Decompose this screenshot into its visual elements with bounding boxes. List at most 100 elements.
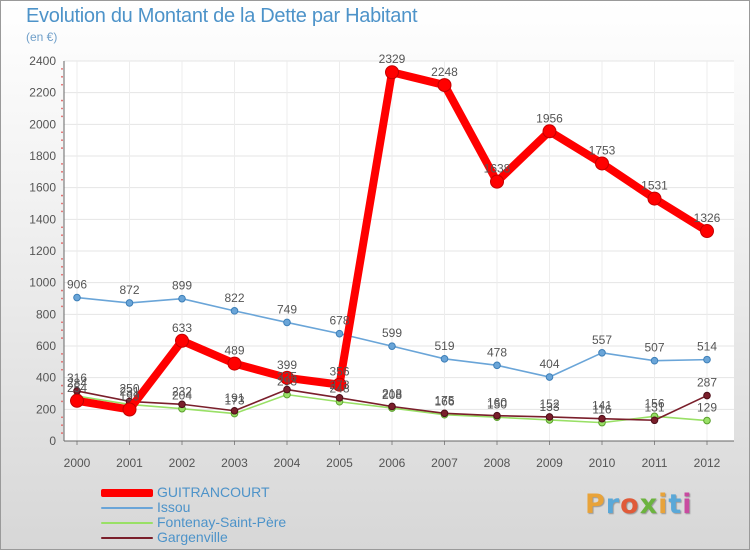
data-point	[650, 416, 659, 425]
data-label: 1638	[484, 162, 511, 176]
data-label: 678	[329, 314, 349, 328]
x-tick-label: 2009	[536, 456, 563, 470]
data-point	[545, 373, 554, 381]
legend-label: Issou	[157, 499, 191, 515]
data-point	[335, 329, 344, 338]
y-tick-label: 1800	[29, 149, 56, 163]
y-minor-tick	[61, 99, 63, 102]
data-label: 173	[224, 394, 244, 408]
data-label: 2329	[379, 52, 406, 66]
y-minor-tick	[61, 75, 63, 78]
y-minor-tick	[61, 107, 63, 110]
data-label: 152	[539, 397, 559, 411]
x-tick-label: 2012	[694, 456, 721, 470]
data-point	[493, 411, 501, 420]
logo-letter: o	[620, 489, 640, 520]
data-point	[703, 416, 711, 425]
data-label: 150	[487, 397, 507, 411]
data-point	[175, 333, 189, 348]
data-label: 133	[539, 400, 559, 414]
series-issou	[73, 293, 711, 381]
legend-label: GUITRANCOURT	[157, 484, 270, 500]
data-label: 293	[277, 375, 297, 389]
y-minor-tick	[61, 242, 63, 244]
data-label: 557	[592, 333, 612, 347]
data-label: 519	[434, 339, 454, 353]
data-point	[332, 377, 347, 392]
data-label: 116	[592, 403, 611, 417]
data-label: 316	[67, 371, 87, 385]
data-label: 131	[644, 400, 664, 414]
logo-letter: t	[668, 489, 683, 520]
logo-letter: x	[639, 489, 659, 520]
data-point	[440, 409, 449, 418]
data-label: 208	[382, 388, 402, 402]
data-point	[283, 318, 291, 327]
data-label: 872	[119, 283, 139, 297]
data-label: 906	[67, 278, 87, 292]
logo-letter: i	[682, 489, 693, 520]
y-tick-label: 600	[36, 339, 56, 353]
y-tick-label: 400	[36, 371, 56, 385]
y-minor-tick	[61, 147, 63, 149]
y-minor-tick	[61, 416, 63, 419]
data-label: 489	[224, 344, 244, 358]
y-minor-tick	[61, 163, 63, 165]
data-point	[490, 174, 504, 189]
y-minor-tick	[61, 68, 63, 70]
y-minor-tick	[61, 131, 63, 134]
y-minor-tick	[61, 194, 63, 197]
data-label: 204	[172, 389, 192, 403]
x-tick-label: 2000	[64, 456, 91, 470]
y-minor-tick	[61, 226, 63, 229]
data-point	[230, 406, 239, 415]
y-tick-label: 2400	[29, 54, 56, 68]
data-label: 160	[487, 396, 507, 410]
proxiti-logo: Proxiti	[585, 489, 693, 520]
data-point	[280, 370, 294, 385]
legend-swatch	[101, 489, 153, 497]
data-point	[227, 356, 242, 371]
data-label: 232	[172, 384, 192, 398]
y-minor-tick	[61, 139, 63, 142]
x-tick-label: 2001	[116, 456, 143, 470]
data-label: 231	[119, 384, 139, 398]
y-minor-tick	[61, 384, 63, 387]
data-label: 166	[434, 395, 454, 409]
data-label: 356	[329, 365, 349, 379]
data-label: 1956	[536, 111, 563, 125]
data-point	[598, 414, 606, 423]
y-minor-tick	[61, 202, 63, 205]
data-label: 156	[644, 396, 664, 410]
data-point	[545, 413, 554, 421]
y-tick-label: 1000	[29, 276, 56, 290]
data-point	[700, 224, 714, 239]
series-guitrancourt	[70, 65, 714, 417]
data-point	[122, 402, 137, 417]
x-tick-label: 2005	[326, 456, 353, 470]
logo-letter: P	[585, 489, 606, 520]
data-label: 749	[277, 302, 297, 316]
y-tick-label: 200	[36, 402, 56, 416]
data-label: 1326	[694, 211, 721, 225]
y-minor-tick	[61, 360, 63, 363]
data-label: 199	[119, 389, 139, 403]
data-label: 1531	[641, 179, 668, 193]
data-label: 141	[592, 399, 612, 413]
chart-title: Evolution du Montant de la Dette par Hab…	[26, 5, 418, 27]
y-minor-tick	[61, 305, 63, 308]
y-minor-tick	[61, 424, 63, 427]
data-label: 399	[277, 358, 297, 372]
y-minor-tick	[61, 273, 63, 276]
y-minor-tick	[61, 289, 63, 292]
legend-label: Fontenay-Saint-Père	[157, 514, 287, 530]
y-minor-tick	[61, 392, 63, 395]
y-minor-tick	[61, 368, 63, 371]
y-tick-label: 1200	[29, 244, 56, 258]
data-label: 404	[539, 357, 559, 371]
logo-letter: i	[658, 489, 669, 520]
x-tick-label: 2003	[221, 456, 248, 470]
data-point	[335, 393, 344, 402]
data-label: 514	[697, 340, 717, 354]
